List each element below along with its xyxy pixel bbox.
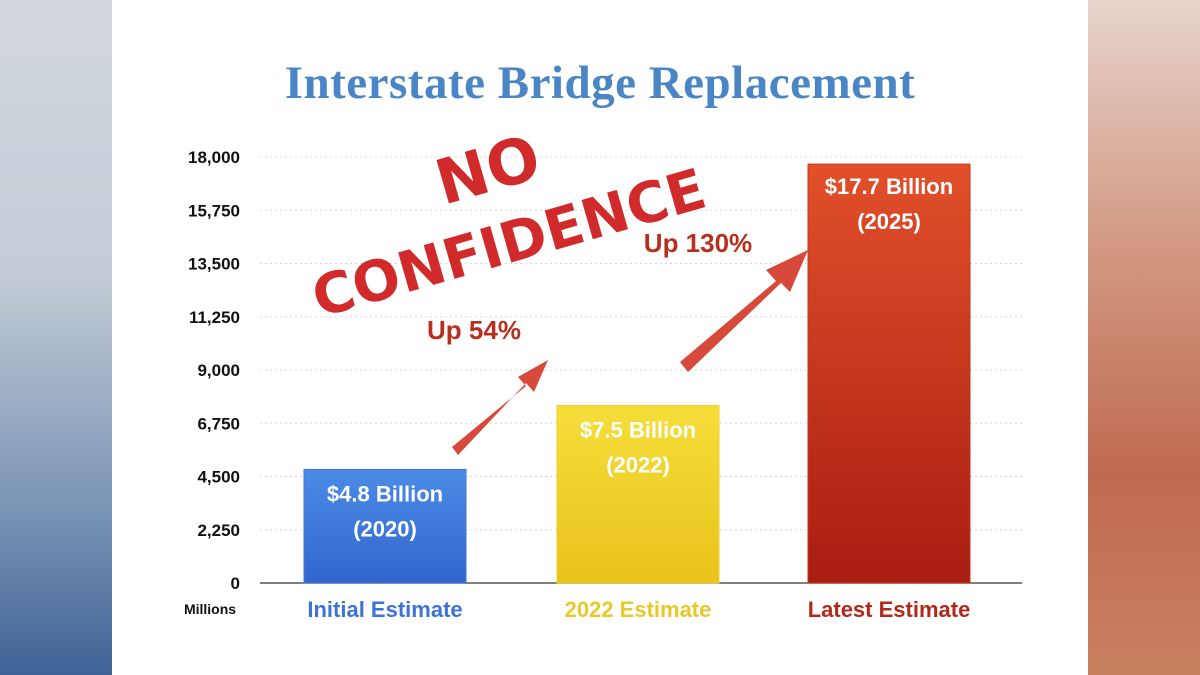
y-tick-label: 11,250	[189, 308, 240, 327]
bar-data-label: $17.7 Billion	[825, 174, 953, 199]
background-left	[0, 0, 112, 675]
y-tick-label: 0	[231, 574, 240, 593]
annotation-up-130: Up 130%	[644, 228, 752, 258]
arrow-up-130-icon	[680, 250, 808, 372]
bar-data-label: $4.8 Billion	[327, 481, 443, 506]
y-tick-label: 18,000	[188, 148, 240, 167]
y-tick-label: 15,750	[188, 201, 240, 220]
bar-data-label: (2022)	[606, 453, 670, 478]
bar-data-label: (2020)	[353, 516, 417, 541]
y-tick-label: 4,500	[197, 468, 240, 487]
y-axis-unit-label: Millions	[184, 601, 236, 617]
y-tick-label: 2,250	[197, 521, 240, 540]
y-tick-label: 13,500	[188, 255, 240, 274]
chart-title: Interstate Bridge Replacement	[284, 57, 916, 109]
x-category-label: Latest Estimate	[808, 597, 971, 622]
bar-initial-estimate	[303, 468, 467, 584]
background-right	[1088, 0, 1200, 675]
x-category-label: Initial Estimate	[307, 597, 462, 622]
bar-2022-estimate	[556, 405, 720, 584]
bar-data-label: $7.5 Billion	[580, 418, 696, 443]
annotation-up-54: Up 54%	[427, 315, 521, 345]
bar-data-label: (2025)	[857, 209, 921, 234]
bar-latest-estimate	[807, 163, 971, 584]
x-category-label: 2022 Estimate	[565, 597, 712, 622]
y-tick-label: 9,000	[197, 361, 240, 380]
y-tick-label: 6,750	[197, 414, 240, 433]
arrow-up-54-icon	[452, 360, 548, 455]
